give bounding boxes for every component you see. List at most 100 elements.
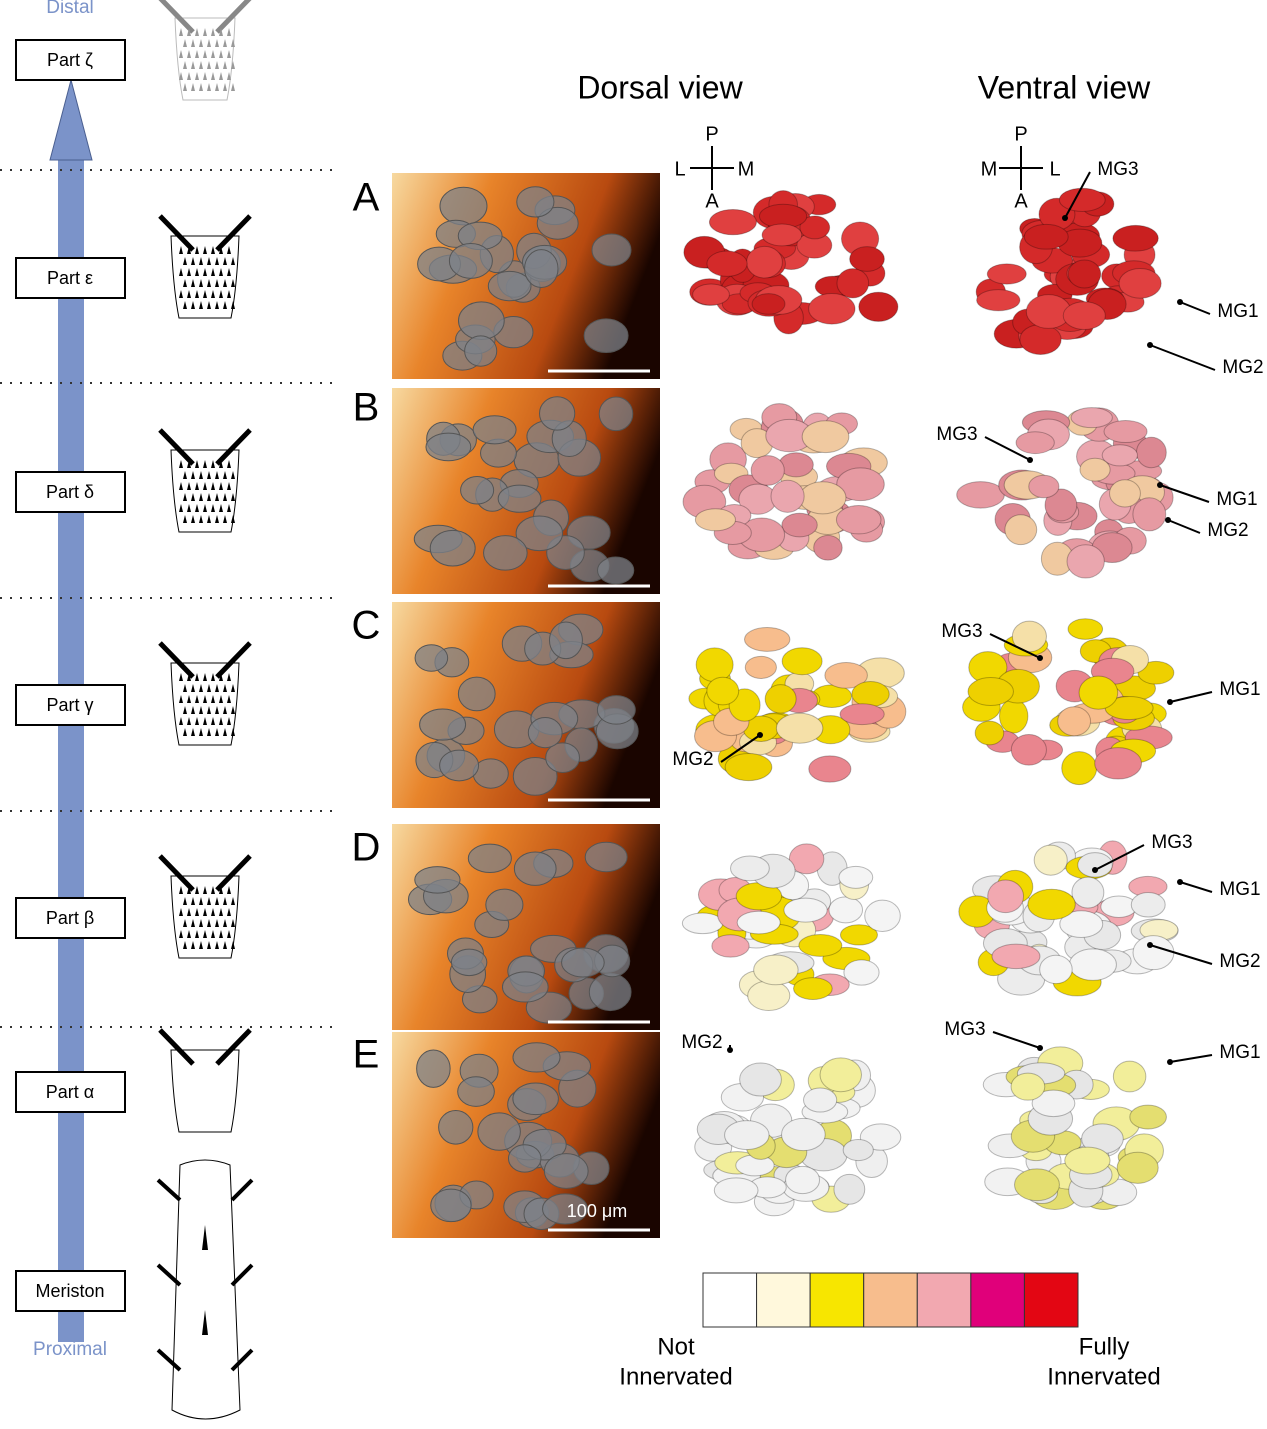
annotation-label: MG2 [1222,357,1263,378]
spinule [179,504,183,512]
spinule [187,930,191,938]
gland-blob [1023,223,1069,250]
spinule [179,460,183,468]
spinule [227,246,231,254]
gland-blob [1094,747,1142,780]
gland-blob [1071,876,1105,909]
gland-blob [991,943,1041,970]
gland-blob [747,980,791,1011]
gland-blob [750,455,785,486]
spinule [227,72,231,80]
photo-cell [513,851,557,886]
gland-blob [1079,457,1111,482]
spinule [179,482,183,490]
photo-cell [584,841,628,873]
spinule [191,301,195,309]
spinule [203,28,207,36]
spinule [223,728,227,736]
spinule [203,482,207,490]
orientation-label: M [981,158,998,180]
arrow-tip [1177,879,1183,885]
spinule [191,728,195,736]
spinule [207,706,211,714]
spine [202,1225,208,1250]
gland-blob [785,1165,821,1195]
spinule [215,515,219,523]
spinule [203,246,207,254]
annotation-label: MG1 [1219,1042,1260,1063]
gland-blob [775,712,824,744]
annotation-label: MG2 [672,749,713,770]
spinule [179,50,183,58]
gland-blob [724,1120,770,1151]
spinule [187,504,191,512]
gland-blob [824,661,868,689]
annotation-label: MG2 [681,1032,722,1053]
spinule [187,886,191,894]
spinule [223,471,227,479]
photo-cell [419,708,467,741]
photo-cell [512,1042,561,1073]
gland-blob [828,896,864,924]
ventral-header: Ventral view [978,69,1151,105]
spinule [183,728,187,736]
arrow-tip [1147,942,1153,948]
spinule [223,919,227,927]
annotation-label: MG1 [1217,301,1258,322]
photo-cell [487,270,532,302]
spinule [183,897,187,905]
spinule [191,919,195,927]
annotation-arrow [984,436,1031,461]
legend-swatch [809,1272,865,1328]
spinule [207,941,211,949]
spinule [199,941,203,949]
part-label: Part δ [46,482,94,502]
spinule [191,941,195,949]
gland-blob [736,910,781,935]
spinule [179,290,183,298]
photo-cell [439,749,480,782]
spinule [215,919,219,927]
orientation-cross [999,146,1043,190]
gland-blob [1067,618,1104,640]
spinule [203,717,207,725]
gland-blob [1019,324,1062,355]
spinule [191,897,195,905]
spinule [195,695,199,703]
gland-blob [1044,488,1078,522]
spinule [183,83,187,91]
spinule [195,28,199,36]
part-label: Meriston [35,1281,104,1301]
spinule [219,268,223,276]
gland-blob [799,481,847,515]
photo-cell [438,1110,474,1145]
legend-swatch [916,1272,972,1328]
spinule [199,897,203,905]
spinule [223,61,227,69]
spinule [203,50,207,58]
spinule [215,61,219,69]
spinule [183,493,187,501]
gland-blob [1118,267,1162,299]
part-label: Part α [46,1082,94,1102]
arrow-tip [1147,342,1153,348]
gland-blob [1077,852,1113,878]
spinule [191,257,195,265]
photo-cell [483,535,528,571]
gland-blob [1132,497,1167,532]
spinule [183,706,187,714]
spinule [207,39,211,47]
gland-blob [764,684,797,714]
gland-blob [1039,954,1073,985]
gland-blob [849,246,885,272]
spinule [187,72,191,80]
spinule [227,50,231,58]
photo-cell [596,695,636,725]
spinule [215,706,219,714]
gland-blob [739,1062,782,1097]
spine [156,1263,254,1287]
spinule [227,717,231,725]
photo-cell [414,644,449,672]
spinule [215,279,219,287]
spinule [215,493,219,501]
